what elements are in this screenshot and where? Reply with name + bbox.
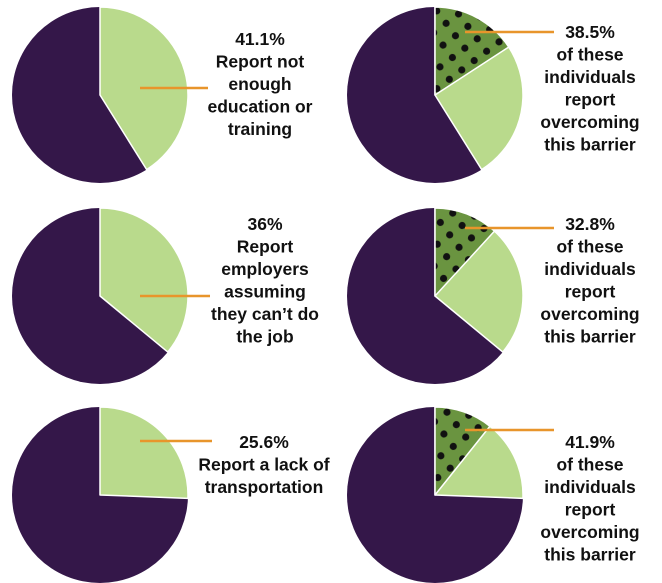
pie-label: 25.6% Report a lack of transportation — [198, 432, 329, 497]
pie-label-line: transportation — [205, 477, 324, 497]
pie-label-line: report — [565, 500, 616, 520]
pie-label: 38.5% of these individuals report overcoming… — [540, 22, 639, 155]
pie-label-line: individuals — [544, 477, 636, 497]
pie-label-line: individuals — [544, 259, 636, 279]
pie-label-line: this barrier — [544, 327, 636, 347]
pie-label-line: Report a lack of — [198, 455, 329, 475]
pie-1: 41.1% Report not enough education or trainin… — [12, 6, 313, 183]
pie-label-line: of these — [556, 237, 623, 257]
pie-4: 38.5% of these individuals report overcoming… — [347, 6, 640, 183]
pie-label-percent: 38.5% — [565, 22, 615, 42]
pie-label-line: training — [228, 119, 292, 139]
pie-label-line: report — [565, 90, 616, 110]
pie-label-line: this barrier — [544, 135, 636, 155]
pie-6: 41.9% of these individuals report overcoming… — [347, 406, 640, 583]
pie-label-line: enough — [228, 74, 291, 94]
pie-label-line: overcoming — [540, 304, 639, 324]
pie-label: 41.1% Report not enough education or trainin… — [207, 29, 312, 139]
pie-label: 36% Report employers assuming they can’t do t… — [211, 214, 319, 347]
pie-label-percent: 41.9% — [565, 432, 615, 452]
pie-2: 36% Report employers assuming they can’t do t… — [12, 207, 319, 384]
pie-label-line: they can’t do — [211, 304, 319, 324]
pie-label-line: of these — [556, 45, 623, 65]
pie-label-line: of these — [556, 455, 623, 475]
pie-label-line: Report not — [216, 52, 305, 72]
overcome-slice — [434, 207, 496, 297]
pie-label-line: employers — [221, 259, 309, 279]
pie-label-line: report — [565, 282, 616, 302]
barrier-slice — [99, 406, 189, 500]
pie-5: 32.8% of these individuals report overcoming… — [347, 207, 640, 384]
pie-3: 25.6% Report a lack of transportation — [12, 406, 330, 583]
pie-label-line: the job — [236, 327, 293, 347]
pie-label-line: overcoming — [540, 112, 639, 132]
pie-label-percent: 25.6% — [239, 432, 289, 452]
pie-label-line: assuming — [224, 282, 306, 302]
pie-label-line: Report — [237, 237, 294, 257]
pie-label-line: individuals — [544, 67, 636, 87]
pie-label-line: overcoming — [540, 522, 639, 542]
pie-label-percent: 41.1% — [235, 29, 285, 49]
overcome-slice — [434, 6, 510, 96]
pie-label-line: education or — [207, 97, 312, 117]
pie-label-percent: 36% — [247, 214, 282, 234]
pie-label: 41.9% of these individuals report overcoming… — [540, 432, 639, 565]
barrier-slice — [99, 207, 189, 353]
pie-label-line: this barrier — [544, 545, 636, 565]
pie-label: 32.8% of these individuals report overcoming… — [540, 214, 639, 347]
pie-label-percent: 32.8% — [565, 214, 615, 234]
